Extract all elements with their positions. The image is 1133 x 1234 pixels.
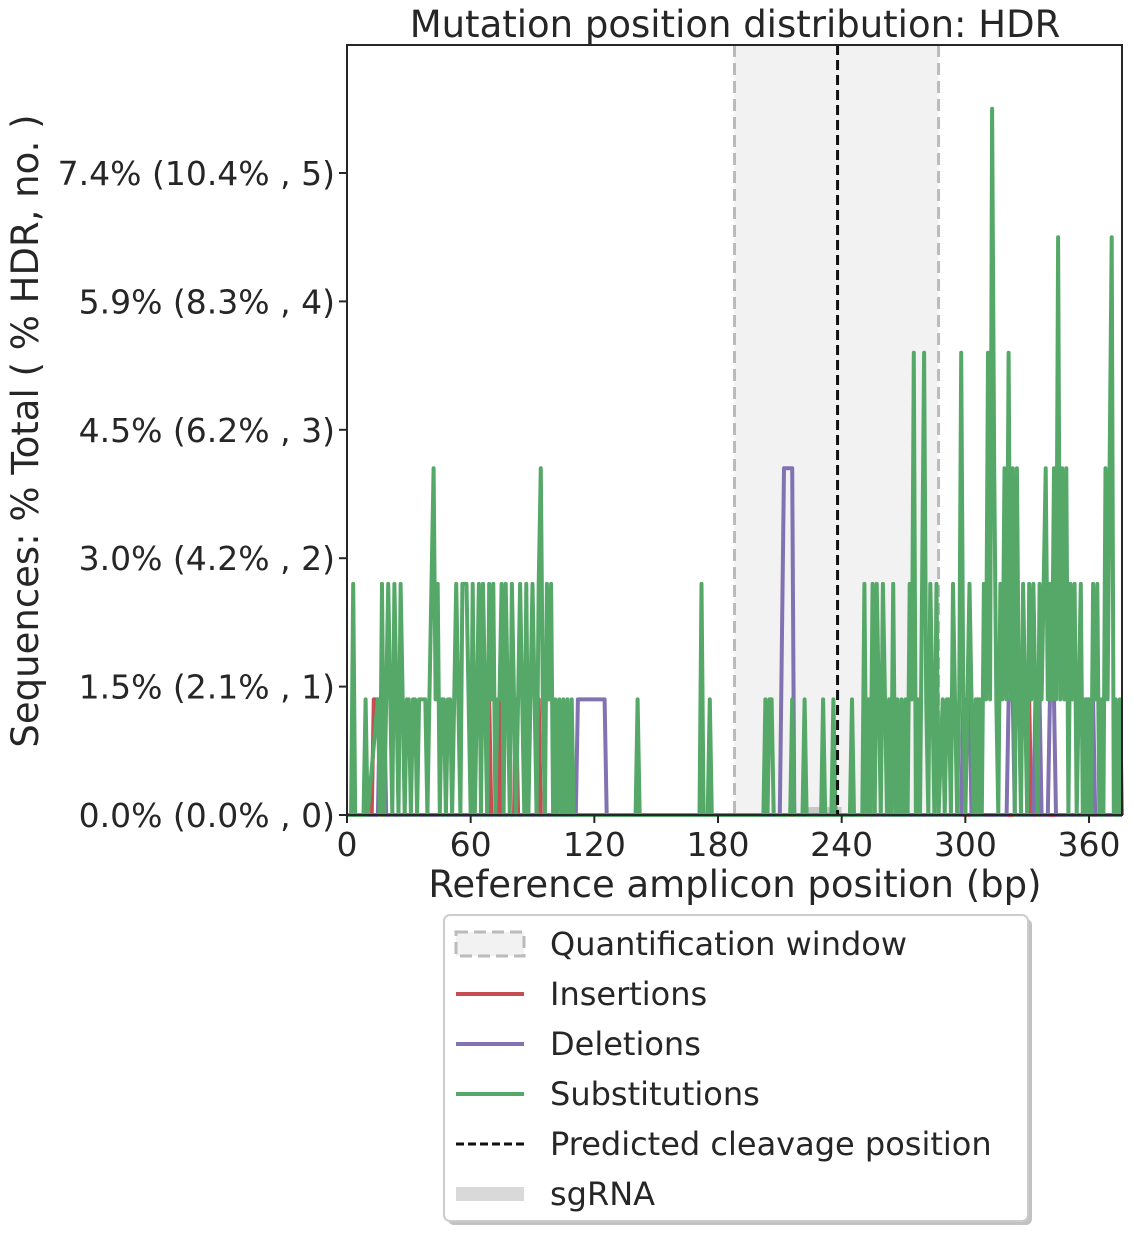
legend-frame bbox=[443, 914, 1029, 1222]
plot-area: 0 60 120 180 240 300 360 0.0% (0.0% , 0) 1.5% (2… bbox=[58, 44, 1124, 864]
legend-label: Quantification window bbox=[550, 925, 907, 963]
x-tick-label: 300 bbox=[934, 825, 997, 864]
chart-title: Mutation position distribution: HDR bbox=[410, 3, 1061, 46]
legend-handle-quantification-window bbox=[454, 930, 526, 958]
x-tick-label: 0 bbox=[337, 825, 358, 864]
y-tick-label: 7.4% (10.4% , 5) bbox=[58, 154, 335, 193]
x-tick-label: 360 bbox=[1058, 825, 1121, 864]
y-tick-label: 0.0% (0.0% , 0) bbox=[79, 796, 335, 835]
y-tick-label: 5.9% (8.3% , 4) bbox=[79, 282, 335, 321]
y-axis-label: Sequences: % Total ( % HDR, no. ) bbox=[4, 114, 47, 747]
legend-label: sgRNA bbox=[550, 1175, 655, 1213]
legend-label: Deletions bbox=[550, 1025, 701, 1063]
legend-label: Insertions bbox=[550, 975, 707, 1013]
legend-label: Predicted cleavage position bbox=[550, 1125, 992, 1163]
legend-label: Substitutions bbox=[550, 1075, 760, 1113]
x-axis-label: Reference amplicon position (bp) bbox=[428, 863, 1041, 906]
y-tick-label: 4.5% (6.2% , 3) bbox=[79, 411, 335, 450]
x-tick-label: 180 bbox=[687, 825, 750, 864]
x-tick-label: 120 bbox=[563, 825, 626, 864]
x-tick-label: 240 bbox=[810, 825, 873, 864]
legend: Quantification window Insertions Deletions… bbox=[443, 914, 1032, 1225]
y-tick-label: 3.0% (4.2% , 2) bbox=[79, 539, 335, 578]
x-tick-label: 60 bbox=[450, 825, 492, 864]
y-tick-label: 1.5% (2.1% , 1) bbox=[79, 668, 335, 707]
